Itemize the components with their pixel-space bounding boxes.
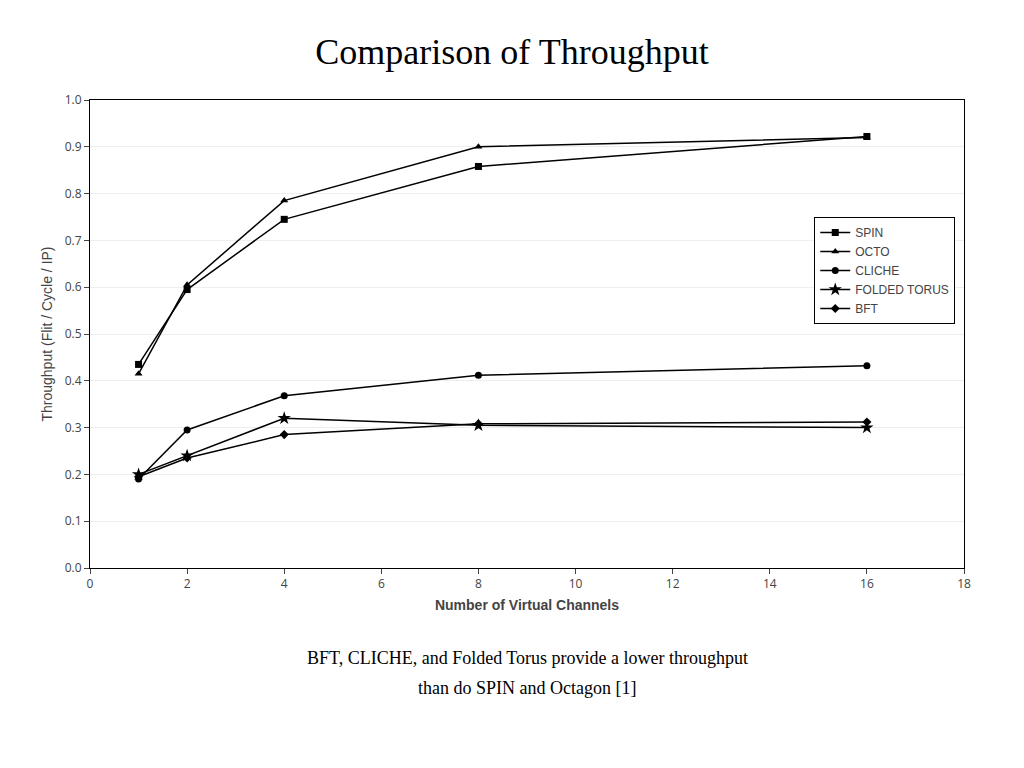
- svg-text:0.2: 0.2: [65, 466, 82, 483]
- svg-text:0.4: 0.4: [65, 372, 82, 389]
- svg-text:0.9: 0.9: [65, 138, 82, 155]
- svg-text:BFT: BFT: [855, 302, 878, 316]
- svg-text:0.1: 0.1: [65, 512, 82, 529]
- svg-text:Number of Virtual Channels: Number of Virtual Channels: [435, 597, 619, 613]
- svg-text:Comparison of Throughput: Comparison of Throughput: [315, 32, 708, 72]
- svg-text:12: 12: [666, 575, 680, 592]
- svg-text:1.0: 1.0: [65, 91, 82, 108]
- svg-text:OCTO: OCTO: [855, 245, 889, 259]
- svg-text:SPIN: SPIN: [855, 226, 883, 240]
- svg-text:6: 6: [378, 575, 385, 592]
- svg-text:14: 14: [763, 575, 777, 592]
- svg-text:16: 16: [860, 575, 874, 592]
- svg-text:0.7: 0.7: [65, 232, 82, 249]
- svg-text:FOLDED TORUS: FOLDED TORUS: [855, 283, 949, 297]
- svg-text:BFT, CLICHE, and Folded Torus: BFT, CLICHE, and Folded Torus provide a …: [307, 648, 748, 668]
- svg-text:0.5: 0.5: [65, 325, 82, 342]
- svg-text:0.0: 0.0: [65, 559, 82, 576]
- svg-text:than do SPIN and Octagon [1]: than do SPIN and Octagon [1]: [418, 678, 636, 698]
- svg-text:0.3: 0.3: [65, 419, 82, 436]
- svg-text:0.8: 0.8: [65, 185, 82, 202]
- svg-text:8: 8: [475, 575, 482, 592]
- svg-text:Throughput (Flit / Cycle / IP): Throughput (Flit / Cycle / IP): [39, 246, 55, 421]
- svg-text:CLICHE: CLICHE: [855, 264, 899, 278]
- svg-text:0.6: 0.6: [65, 278, 82, 295]
- svg-text:0: 0: [87, 575, 94, 592]
- svg-text:2: 2: [184, 575, 191, 592]
- svg-text:10: 10: [569, 575, 583, 592]
- svg-text:18: 18: [957, 575, 971, 592]
- svg-text:4: 4: [281, 575, 288, 592]
